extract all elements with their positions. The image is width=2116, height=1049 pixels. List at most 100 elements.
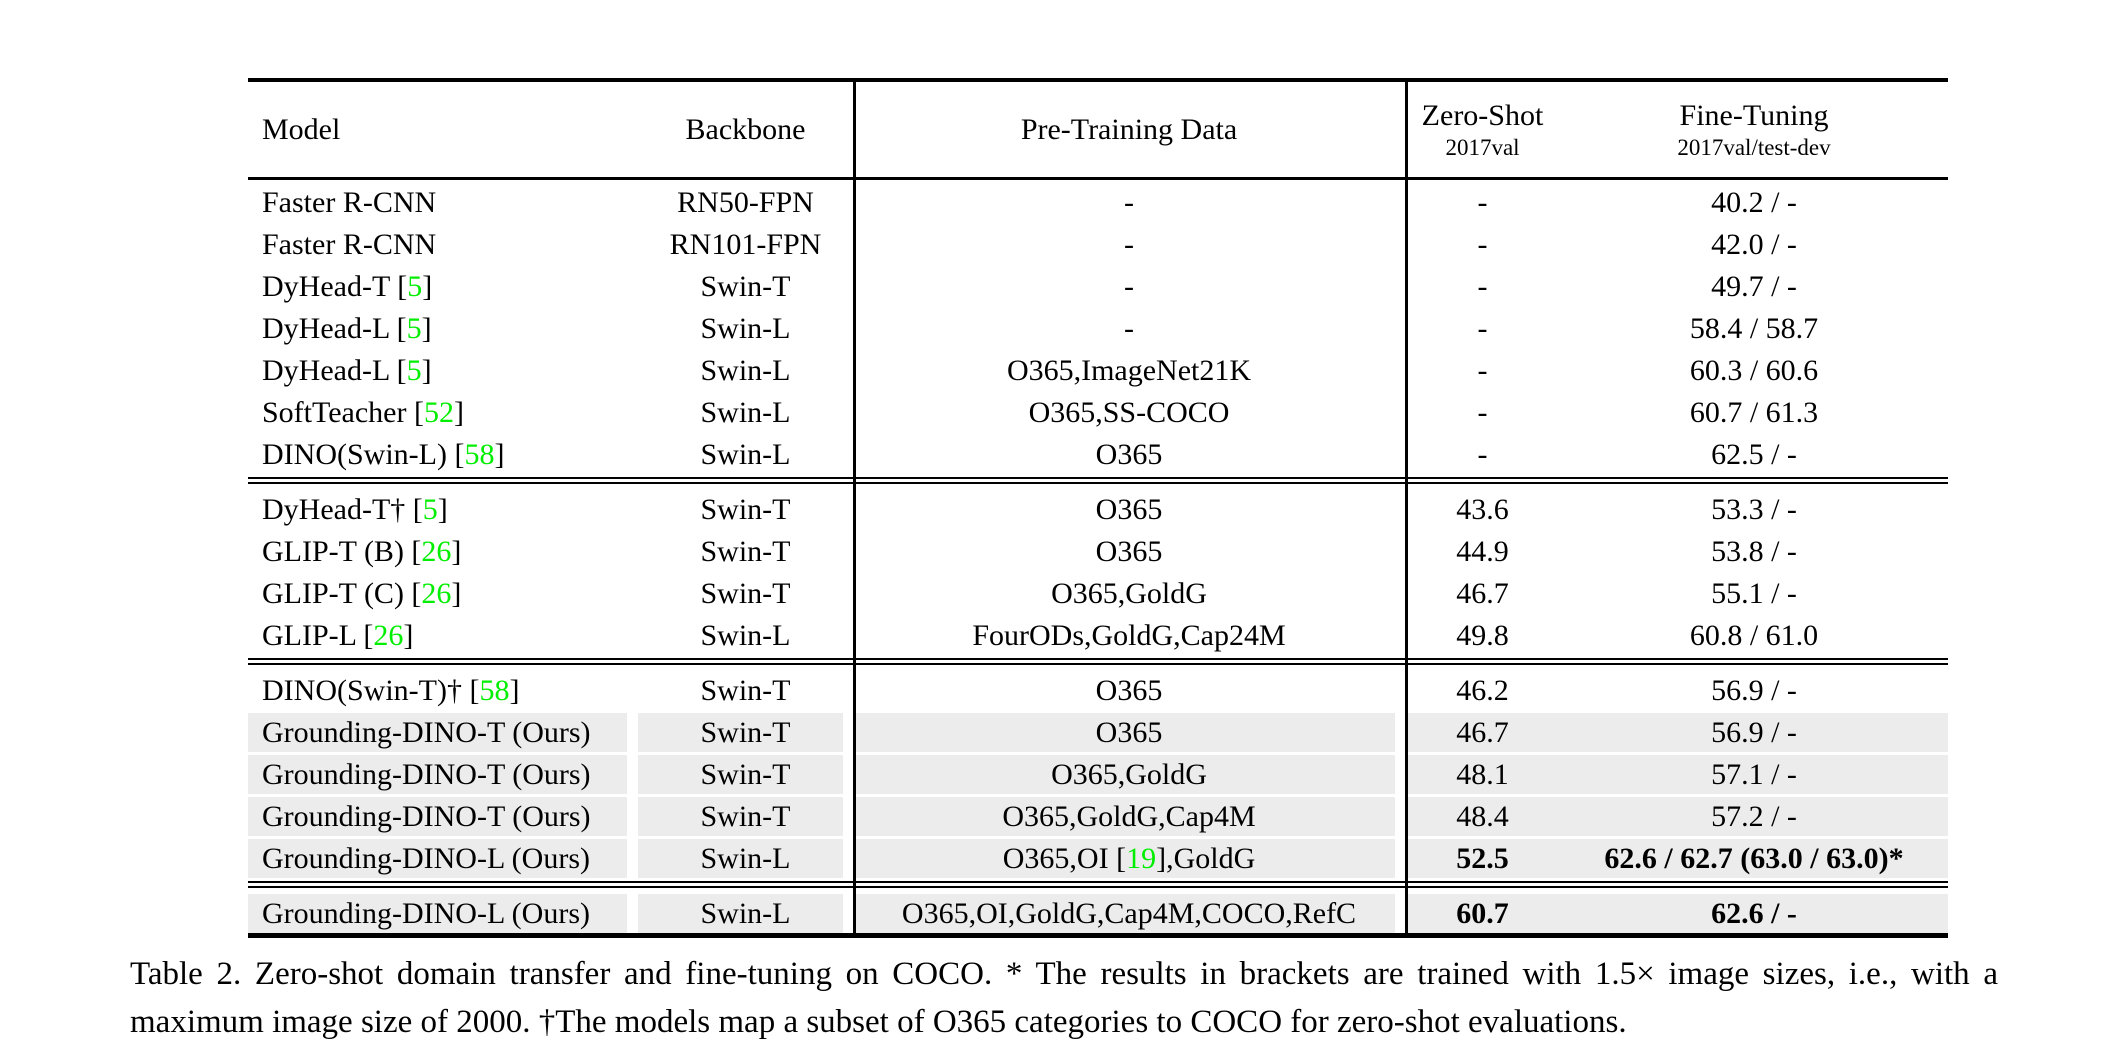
cell-fine-tuning: 62.6 / -: [1560, 891, 1948, 933]
cell-pretraining-data: O365: [853, 529, 1405, 571]
table-row: GLIP-L [26] Swin-L FourODs,GoldG,Cap24M …: [248, 613, 1948, 655]
cell-zero-shot: 49.8: [1405, 613, 1560, 655]
cell-zero-shot: 46.7: [1405, 710, 1560, 752]
table-row: GLIP-T (C) [26] Swin-T O365,GoldG 46.7 5…: [248, 571, 1948, 613]
cell-model: Faster R-CNN: [248, 222, 638, 264]
cell-pretraining-data: -: [853, 222, 1405, 264]
cell-backbone: RN101-FPN: [638, 222, 853, 264]
cell-model: GLIP-L [26]: [248, 613, 638, 655]
cell-pretraining-data: FourODs,GoldG,Cap24M: [853, 613, 1405, 655]
section-divider: [248, 474, 1948, 487]
cell-pretraining-data: O365: [853, 710, 1405, 752]
cell-backbone: Swin-L: [638, 432, 853, 474]
citation-link: 5: [422, 492, 438, 526]
table-row: SoftTeacher [52] Swin-L O365,SS-COCO - 6…: [248, 390, 1948, 432]
section-divider: [248, 655, 1948, 668]
cell-backbone: Swin-L: [638, 306, 853, 348]
cell-backbone: Swin-L: [638, 891, 853, 933]
cell-model: Grounding-DINO-L (Ours): [248, 891, 638, 933]
cell-fine-tuning: 60.7 / 61.3: [1560, 390, 1948, 432]
citation-link: 58: [464, 437, 495, 471]
cell-pretraining-data: O365: [853, 432, 1405, 474]
cell-zero-shot: -: [1405, 306, 1560, 348]
table-row-highlighted: Grounding-DINO-T (Ours) Swin-T O365 46.7…: [248, 710, 1948, 752]
results-table-container: Model Backbone Pre-Training Data Zero-Sh…: [248, 78, 1948, 938]
cell-fine-tuning: 56.9 / -: [1560, 668, 1948, 710]
cell-zero-shot: -: [1405, 432, 1560, 474]
citation-link: 26: [421, 576, 452, 610]
table-row: DyHead-L [5] Swin-L - - 58.4 / 58.7: [248, 306, 1948, 348]
cell-pretraining-data: O365,OI [19],GoldG: [853, 836, 1405, 878]
results-table: Model Backbone Pre-Training Data Zero-Sh…: [248, 82, 1948, 933]
cell-backbone: Swin-T: [638, 571, 853, 613]
cell-fine-tuning: 40.2 / -: [1560, 180, 1948, 222]
cell-pretraining-data: O365,GoldG,Cap4M: [853, 794, 1405, 836]
cell-model: DINO(Swin-T)† [58]: [248, 668, 638, 710]
table-row: Faster R-CNN RN101-FPN - - 42.0 / -: [248, 222, 1948, 264]
cell-model: GLIP-T (B) [26]: [248, 529, 638, 571]
table-row: DyHead-T [5] Swin-T - - 49.7 / -: [248, 264, 1948, 306]
cell-fine-tuning: 60.3 / 60.6: [1560, 348, 1948, 390]
cell-backbone: Swin-L: [638, 348, 853, 390]
cell-fine-tuning: 60.8 / 61.0: [1560, 613, 1948, 655]
header-backbone: Backbone: [638, 82, 853, 180]
cell-model: Grounding-DINO-L (Ours): [248, 836, 638, 878]
table-row-highlighted: Grounding-DINO-T (Ours) Swin-T O365,Gold…: [248, 752, 1948, 794]
cell-zero-shot: -: [1405, 390, 1560, 432]
cell-backbone: Swin-T: [638, 264, 853, 306]
column-separator-2: [1405, 82, 1408, 933]
cell-fine-tuning: 49.7 / -: [1560, 264, 1948, 306]
header-zero-shot-title: Zero-Shot: [1421, 99, 1544, 132]
cell-backbone: Swin-L: [638, 836, 853, 878]
cell-zero-shot: 60.7: [1405, 891, 1560, 933]
header-pretraining-data: Pre-Training Data: [853, 82, 1405, 180]
table-row-highlighted: Grounding-DINO-L (Ours) Swin-L O365,OI,G…: [248, 891, 1948, 933]
table-row: GLIP-T (B) [26] Swin-T O365 44.9 53.8 / …: [248, 529, 1948, 571]
citation-link: 58: [479, 673, 510, 707]
cell-pretraining-data: O365,SS-COCO: [853, 390, 1405, 432]
cell-backbone: Swin-T: [638, 668, 853, 710]
citation-link: 5: [407, 269, 423, 303]
citation-link: 26: [421, 534, 452, 568]
cell-model: DyHead-T [5]: [248, 264, 638, 306]
cell-fine-tuning: 56.9 / -: [1560, 710, 1948, 752]
cell-model: SoftTeacher [52]: [248, 390, 638, 432]
table-row: DINO(Swin-T)† [58] Swin-T O365 46.2 56.9…: [248, 668, 1948, 710]
cell-backbone: Swin-T: [638, 487, 853, 529]
cell-backbone: Swin-T: [638, 529, 853, 571]
cell-zero-shot: -: [1405, 348, 1560, 390]
cell-zero-shot: -: [1405, 264, 1560, 306]
header-zero-shot: Zero-Shot 2017val: [1405, 82, 1560, 180]
cell-fine-tuning: 57.1 / -: [1560, 752, 1948, 794]
cell-zero-shot: 46.2: [1405, 668, 1560, 710]
cell-fine-tuning: 57.2 / -: [1560, 794, 1948, 836]
cell-model: Grounding-DINO-T (Ours): [248, 794, 638, 836]
header-row: Model Backbone Pre-Training Data Zero-Sh…: [248, 82, 1948, 180]
table-row: DyHead-T† [5] Swin-T O365 43.6 53.3 / -: [248, 487, 1948, 529]
cell-zero-shot: 46.7: [1405, 571, 1560, 613]
cell-pretraining-data: O365: [853, 668, 1405, 710]
header-fine-tuning: Fine-Tuning 2017val/test-dev: [1560, 82, 1948, 180]
cell-fine-tuning: 55.1 / -: [1560, 571, 1948, 613]
cell-fine-tuning: 58.4 / 58.7: [1560, 306, 1948, 348]
cell-model: DyHead-L [5]: [248, 306, 638, 348]
table-row: DyHead-L [5] Swin-L O365,ImageNet21K - 6…: [248, 348, 1948, 390]
citation-link: 52: [423, 395, 454, 429]
cell-fine-tuning: 53.8 / -: [1560, 529, 1948, 571]
table-row: Faster R-CNN RN50-FPN - - 40.2 / -: [248, 180, 1948, 222]
citation-link: 5: [406, 353, 422, 387]
cell-fine-tuning: 53.3 / -: [1560, 487, 1948, 529]
column-separator-1: [853, 82, 856, 933]
table-caption: Table 2. Zero-shot domain transfer and f…: [130, 956, 1998, 1040]
cell-backbone: Swin-T: [638, 710, 853, 752]
cell-model: DyHead-L [5]: [248, 348, 638, 390]
cell-backbone: Swin-T: [638, 752, 853, 794]
cell-model: Grounding-DINO-T (Ours): [248, 710, 638, 752]
cell-pretraining-data: O365,OI,GoldG,Cap4M,COCO,RefC: [853, 891, 1405, 933]
citation-link: 19: [1126, 841, 1157, 875]
header-fine-tuning-title: Fine-Tuning: [1679, 99, 1829, 132]
cell-pretraining-data: O365,ImageNet21K: [853, 348, 1405, 390]
cell-pretraining-data: O365,GoldG: [853, 571, 1405, 613]
cell-zero-shot: 43.6: [1405, 487, 1560, 529]
cell-model: Grounding-DINO-T (Ours): [248, 752, 638, 794]
